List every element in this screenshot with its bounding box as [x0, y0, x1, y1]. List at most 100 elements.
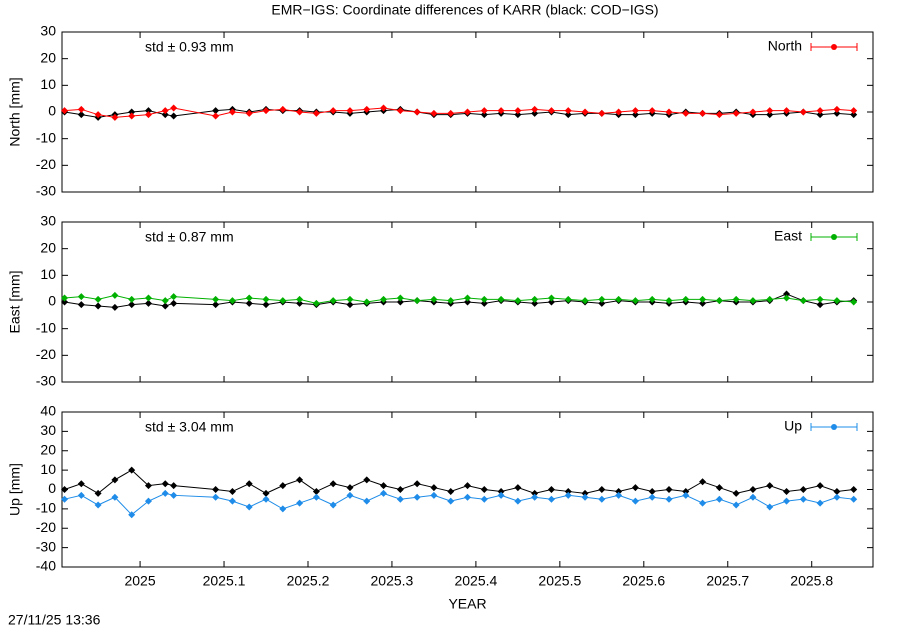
- data-point: [296, 299, 304, 307]
- data-point: [547, 486, 555, 493]
- data-point: [833, 487, 841, 495]
- data-point: [648, 493, 656, 501]
- data-point: [581, 297, 589, 305]
- data-point: [732, 109, 740, 117]
- data-point: [648, 295, 656, 303]
- data-point: [77, 480, 85, 488]
- legend-marker: [831, 424, 837, 430]
- data-point: [128, 112, 136, 120]
- data-point: [816, 482, 824, 490]
- data-point: [262, 489, 270, 497]
- data-point: [682, 487, 690, 495]
- y-tick-label: 0: [48, 293, 56, 309]
- data-point: [77, 301, 85, 309]
- data-point: [170, 293, 178, 301]
- legend-marker: [831, 44, 837, 50]
- data-point: [749, 108, 757, 116]
- data-point: [61, 298, 69, 306]
- series-line: [64, 469, 854, 494]
- data-point: [531, 105, 539, 113]
- data-point: [111, 291, 119, 299]
- data-point: [715, 495, 723, 503]
- data-point: [144, 299, 152, 307]
- y-tick-label: -20: [36, 519, 56, 535]
- data-point: [615, 487, 623, 495]
- data-point: [480, 486, 488, 493]
- data-point: [547, 495, 555, 503]
- data-point: [212, 112, 220, 120]
- data-point: [94, 501, 102, 509]
- data-point: [564, 107, 572, 115]
- data-point: [170, 112, 178, 120]
- data-point: [170, 482, 178, 490]
- data-point: [161, 302, 169, 310]
- data-point: [816, 295, 824, 303]
- y-axis-label: Up [mm]: [7, 463, 23, 516]
- data-point: [631, 497, 639, 505]
- y-tick-label: 30: [40, 213, 56, 229]
- data-point: [128, 466, 136, 474]
- data-point: [816, 301, 824, 309]
- data-point: [128, 511, 136, 519]
- chart-title: EMR−IGS: Coordinate differences of KARR …: [271, 2, 658, 18]
- data-point: [648, 487, 656, 495]
- data-point: [799, 486, 807, 493]
- data-point: [447, 109, 455, 117]
- y-tick-label: -20: [36, 346, 56, 362]
- data-point: [279, 482, 287, 490]
- data-point: [715, 484, 723, 492]
- data-point: [531, 493, 539, 501]
- data-point: [665, 495, 673, 503]
- data-point: [245, 294, 253, 302]
- data-point: [816, 111, 824, 119]
- y-tick-label: 20: [40, 441, 56, 457]
- data-point: [329, 107, 337, 115]
- data-point: [514, 497, 522, 505]
- data-point: [212, 301, 220, 309]
- data-point: [514, 111, 522, 119]
- data-point: [413, 480, 421, 488]
- data-point: [380, 489, 388, 497]
- data-point: [799, 495, 807, 503]
- data-point: [363, 298, 371, 306]
- data-point: [564, 111, 572, 119]
- data-point: [279, 505, 287, 513]
- data-point: [783, 290, 791, 298]
- data-point: [749, 297, 757, 305]
- data-point: [497, 107, 505, 115]
- data-point: [212, 107, 220, 115]
- data-point: [648, 107, 656, 115]
- data-point: [581, 108, 589, 116]
- data-point: [94, 111, 102, 119]
- x-tick-label: 2025.6: [622, 573, 665, 589]
- data-point: [380, 104, 388, 112]
- data-point: [480, 111, 488, 119]
- data-point: [329, 480, 337, 488]
- data-point: [430, 295, 438, 303]
- data-point: [699, 478, 707, 486]
- data-point: [732, 489, 740, 497]
- y-tick-label: -30: [36, 373, 56, 389]
- data-point: [497, 487, 505, 495]
- data-point: [212, 295, 220, 303]
- data-point: [699, 499, 707, 507]
- x-tick-label: 2025.3: [371, 573, 414, 589]
- data-point: [447, 487, 455, 495]
- data-point: [547, 294, 555, 302]
- legend-marker: [831, 234, 837, 240]
- std-annotation: std ± 3.04 mm: [145, 419, 234, 435]
- data-point: [598, 295, 606, 303]
- data-point: [766, 482, 774, 490]
- data-point: [396, 107, 404, 115]
- data-point: [346, 491, 354, 499]
- data-point: [581, 489, 589, 497]
- y-tick-label: -10: [36, 129, 56, 145]
- data-point: [161, 111, 169, 119]
- data-point: [833, 109, 841, 117]
- data-point: [363, 497, 371, 505]
- data-point: [144, 111, 152, 119]
- data-point: [749, 493, 757, 501]
- data-point: [396, 486, 404, 493]
- data-point: [833, 297, 841, 305]
- x-axis-label: YEAR: [448, 596, 486, 612]
